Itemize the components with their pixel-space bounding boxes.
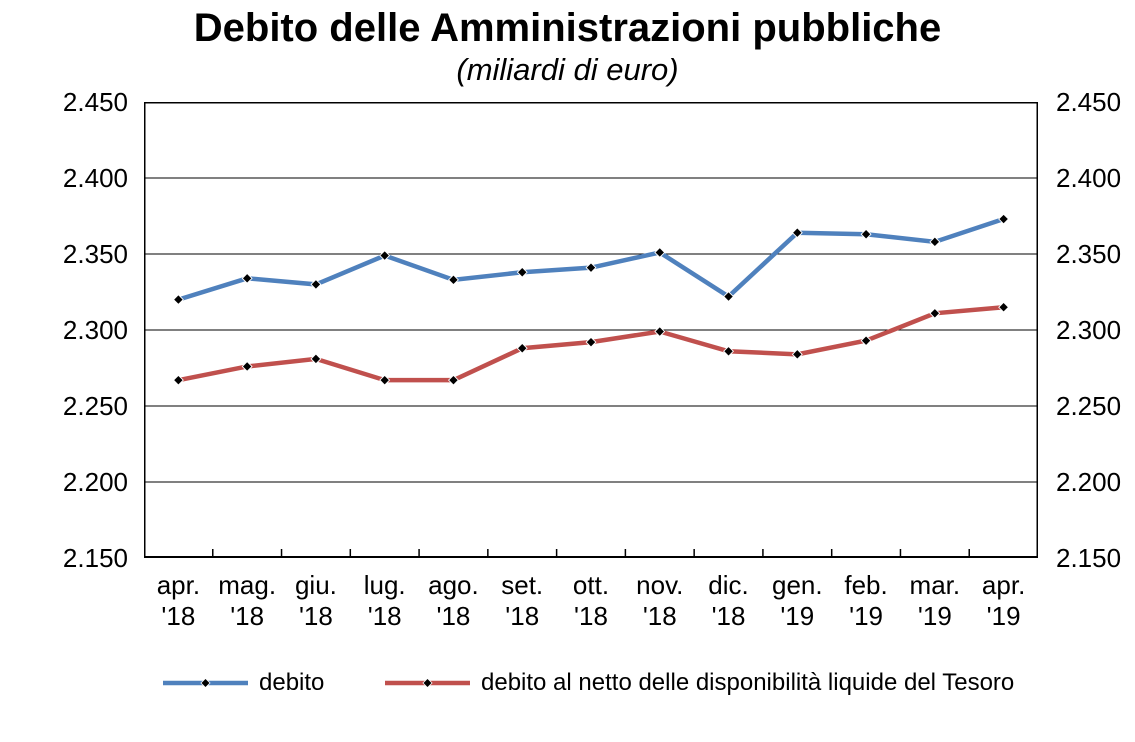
- data-point-marker: [447, 374, 459, 386]
- data-point-marker: [929, 307, 941, 319]
- x-axis-label-line: '18: [642, 601, 677, 631]
- x-axis-label: mar. '19: [890, 570, 980, 632]
- x-axis-label: ott. '18: [546, 570, 636, 632]
- y-axis-label-left: 2.350: [62, 239, 128, 269]
- x-axis-label: dic. '18: [684, 570, 774, 632]
- y-axis-label-left: 2.300: [62, 315, 128, 345]
- x-axis-label-line: '18: [574, 601, 608, 631]
- x-axis-label: feb. '19: [821, 570, 911, 632]
- data-point-marker: [379, 250, 391, 261]
- data-point-marker: [654, 247, 666, 258]
- data-point-marker: [172, 374, 184, 386]
- x-axis-label-line: '18: [367, 601, 402, 631]
- y-axis-label-left: 2.250: [62, 391, 128, 421]
- series-line-debito: [177, 216, 1005, 302]
- x-axis-label-line: '18: [436, 601, 471, 631]
- legend-label: debito al netto delle disponibilità liqu…: [481, 669, 1015, 696]
- x-axis-label-line: '19: [849, 601, 883, 631]
- legend-label: debito: [259, 669, 325, 696]
- x-axis-label-line: '18: [161, 601, 196, 631]
- x-axis-label-line: apr.: [156, 570, 201, 600]
- x-axis-label: gen. '19: [752, 570, 842, 632]
- y-axis-label-right: 2.200: [1056, 467, 1122, 497]
- data-point-marker: [860, 335, 872, 347]
- data-point-marker: [379, 374, 391, 386]
- x-axis-label-line: ago.: [428, 570, 479, 600]
- y-axis-label-right: 2.350: [1056, 239, 1122, 269]
- y-axis-label-left: 2.150: [62, 543, 128, 573]
- x-axis-label-line: set.: [501, 570, 544, 600]
- x-axis-label-line: '19: [986, 601, 1021, 631]
- legend-item: debito: [163, 669, 324, 697]
- data-point-marker: [447, 274, 459, 286]
- data-point-marker: [723, 291, 735, 303]
- data-point-marker: [516, 266, 528, 278]
- x-axis-label-line: feb.: [844, 570, 888, 600]
- data-point-marker: [654, 326, 666, 337]
- legend-marker-icon: [163, 677, 248, 689]
- y-axis-label-left: 2.200: [62, 467, 128, 497]
- x-axis-label: mag. '18: [202, 570, 292, 632]
- x-axis-label-line: apr.: [981, 570, 1026, 600]
- y-axis-label-right: 2.250: [1056, 391, 1122, 421]
- x-axis-label: nov. '18: [615, 570, 705, 632]
- data-point-marker: [172, 294, 184, 306]
- x-axis-label-line: gen.: [771, 570, 823, 600]
- x-axis-label-line: '18: [711, 601, 746, 631]
- data-point-marker: [310, 278, 322, 290]
- x-axis-label: ago. '18: [408, 570, 498, 632]
- x-axis-label-line: nov.: [636, 570, 684, 600]
- x-axis-label-line: giu.: [294, 570, 337, 600]
- legend-item: debito al netto delle disponibilità liqu…: [385, 669, 1014, 697]
- data-point-marker: [585, 262, 597, 274]
- x-axis-label-line: mag.: [218, 570, 277, 600]
- x-axis-label: apr. '18: [133, 570, 223, 632]
- chart-title: Debito delle Amministrazioni pubbliche: [193, 6, 942, 50]
- x-axis-label-line: '19: [917, 601, 952, 631]
- data-point-marker: [310, 353, 322, 365]
- x-axis-label: lug. '18: [340, 570, 430, 632]
- plot-area: [144, 102, 1038, 558]
- x-axis-label: giu. '18: [271, 570, 361, 632]
- data-point-marker: [241, 272, 253, 284]
- chart-subtitle: (miliardi di euro): [456, 52, 679, 87]
- data-point-marker: [791, 227, 803, 239]
- data-point-marker: [723, 345, 735, 357]
- x-axis-label-line: lug.: [363, 570, 406, 600]
- data-point-marker: [516, 342, 528, 354]
- data-point-marker: [791, 348, 803, 360]
- x-axis-label-line: '19: [780, 601, 815, 631]
- x-axis-label-line: ott.: [572, 570, 610, 600]
- x-axis-label-line: '18: [298, 601, 333, 631]
- y-axis-label-right: 2.400: [1056, 163, 1122, 193]
- y-axis-label-left: 2.400: [62, 163, 128, 193]
- data-point-marker: [929, 236, 941, 248]
- data-point-marker: [585, 336, 597, 348]
- x-axis-label-line: mar.: [909, 570, 961, 600]
- legend-marker-icon: [385, 677, 470, 689]
- data-point-marker: [998, 301, 1010, 313]
- y-axis-label-right: 2.150: [1056, 543, 1122, 573]
- data-point-marker: [998, 213, 1010, 225]
- x-axis-label: set. '18: [477, 570, 567, 632]
- x-axis-label-line: '18: [230, 601, 265, 631]
- data-point-marker: [241, 361, 253, 372]
- x-axis-label-line: '18: [505, 601, 540, 631]
- y-axis-label-right: 2.300: [1056, 315, 1122, 345]
- x-axis-label-line: dic.: [708, 570, 749, 600]
- y-axis-label-right: 2.450: [1056, 87, 1122, 117]
- x-axis-label: apr. '19: [959, 570, 1049, 632]
- data-point-marker: [860, 228, 872, 240]
- y-axis-label-left: 2.450: [62, 87, 128, 117]
